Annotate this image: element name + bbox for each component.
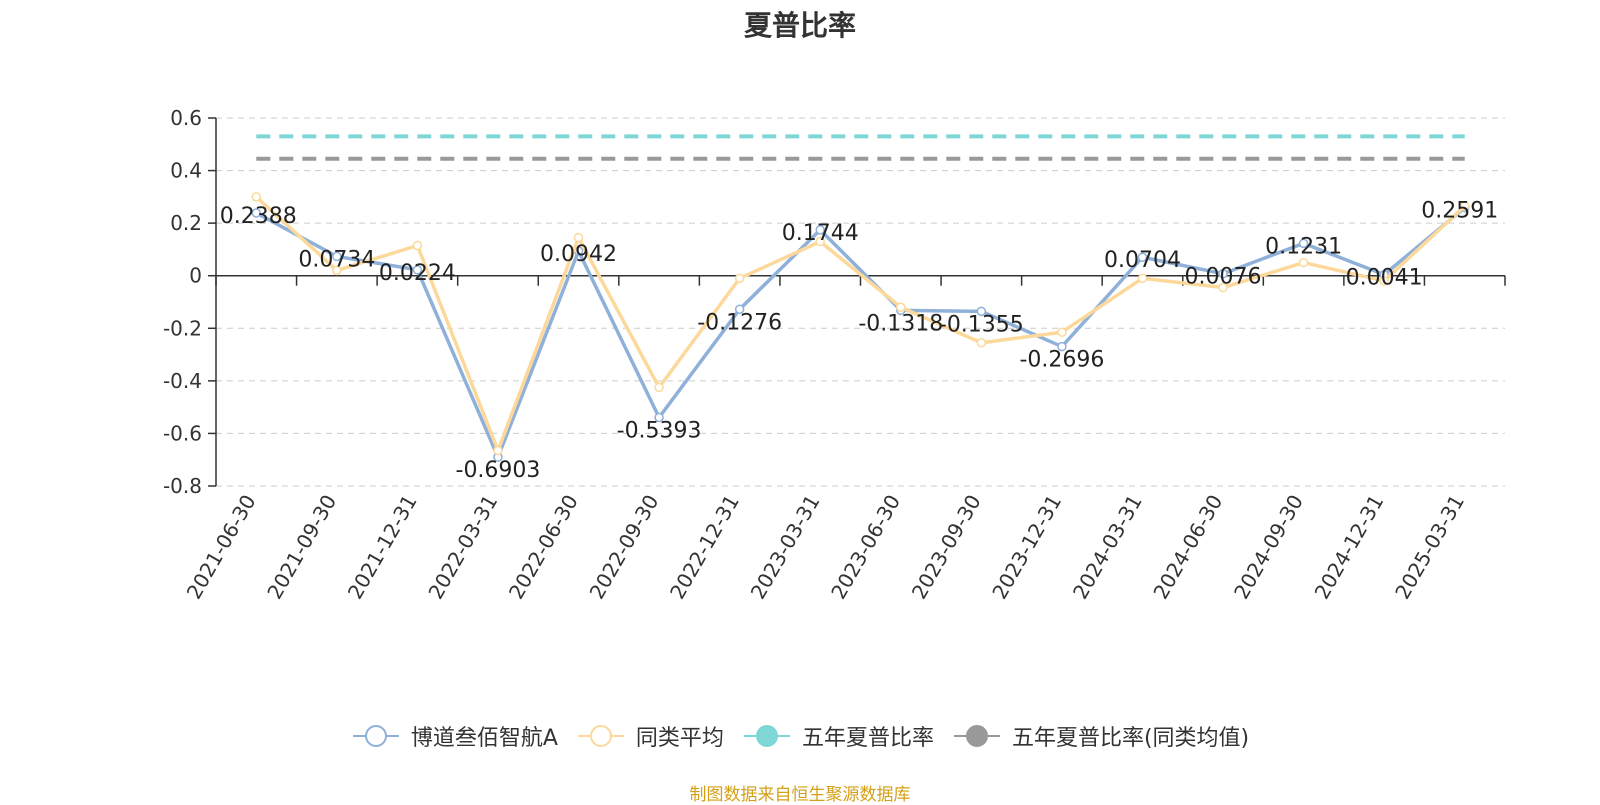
y-tick-label: -0.4 — [163, 369, 202, 393]
x-tick-label: 2024-03-31 — [1068, 491, 1147, 604]
x-tick-label: 2024-06-30 — [1148, 491, 1227, 604]
peer-average-series-point — [1137, 273, 1148, 284]
legend-item-five-year-sharpe-peer[interactable]: 五年夏普比率(同类均值) — [952, 720, 1249, 752]
peer-average-series-point — [734, 273, 745, 284]
data-label: 0.0942 — [540, 242, 617, 267]
x-tick-label: 2023-03-31 — [746, 491, 825, 604]
y-tick-label: -0.8 — [163, 474, 202, 498]
peer-average-series-point — [976, 337, 987, 348]
fund-series-point — [1298, 238, 1309, 249]
y-tick-label: -0.6 — [163, 421, 202, 445]
x-tick-label: 2024-12-31 — [1310, 491, 1389, 604]
legend-item-fund[interactable]: 博道叁佰智航A — [351, 720, 558, 752]
data-label: -0.5393 — [617, 418, 702, 443]
fund-series-point — [412, 265, 423, 275]
data-label: 0.0076 — [1185, 265, 1262, 290]
source-footnote: 制图数据来自恒生聚源数据库 — [689, 785, 911, 805]
x-tick-label: 2022-09-30 — [585, 491, 664, 604]
peer-average-series-point — [896, 302, 906, 313]
peer-average-series-point — [1218, 282, 1228, 293]
hollow-circle-line-icon — [352, 725, 399, 747]
hollow-circle-line-icon — [577, 725, 624, 747]
legend: 博道叁佰智航A 同类平均 五年夏普比率 五年夏普比率(同类均值) — [0, 720, 1600, 752]
x-tick-label: 2024-09-30 — [1229, 491, 1308, 604]
data-label: 0.0041 — [1346, 266, 1423, 291]
y-tick-label: -0.2 — [163, 316, 202, 340]
fund-series-point — [976, 306, 987, 317]
y-tick-label: 0.6 — [170, 106, 202, 130]
y-tick-label: 0 — [189, 264, 202, 288]
x-tick-label: 2021-09-30 — [262, 491, 341, 604]
peer-average-series-point — [1298, 257, 1309, 268]
data-label: -0.1318 — [858, 311, 943, 336]
x-tick-label: 2023-12-31 — [987, 491, 1066, 604]
filled-circle-line-icon — [953, 725, 1000, 747]
fund-series-point — [1057, 341, 1067, 352]
legend-item-peer-average[interactable]: 同类平均 — [576, 720, 724, 752]
x-tick-label: 2022-06-30 — [504, 491, 583, 604]
data-label: 0.1744 — [782, 221, 859, 246]
data-label: -0.1355 — [939, 312, 1024, 337]
filled-circle-line-icon — [743, 725, 790, 747]
x-tick-label: 2023-09-30 — [907, 491, 986, 604]
peer-average-series-point — [815, 236, 825, 247]
x-tick-label: 2025-03-31 — [1390, 491, 1469, 604]
chart-title: 夏普比率 — [743, 9, 856, 42]
legend-label: 博道叁佰智航A — [410, 726, 558, 751]
fund-series-point — [1218, 268, 1228, 279]
data-label: 0.2388 — [220, 204, 297, 229]
peer-average-series-point — [1379, 276, 1389, 286]
data-label: -0.1276 — [697, 310, 782, 335]
data-label: 0.0704 — [1104, 248, 1181, 273]
fund-series-point — [815, 225, 825, 235]
x-tick-label: 2022-03-31 — [423, 491, 502, 604]
peer-average-series-line — [255, 195, 1466, 453]
data-label: 0.1231 — [1265, 234, 1342, 259]
peer-average-series-point — [412, 240, 423, 251]
y-tick-label: 0.2 — [170, 211, 202, 235]
peer-average-series-point — [493, 445, 503, 456]
x-tick-label: 2021-06-30 — [182, 491, 261, 604]
data-label: 0.0734 — [298, 247, 375, 272]
peer-average-series-point — [251, 192, 262, 202]
fund-series-point — [251, 208, 262, 218]
data-label: 0.2591 — [1421, 199, 1498, 224]
peer-average-series-point — [332, 265, 342, 276]
data-label: 0.0224 — [379, 261, 456, 286]
legend-label: 同类平均 — [635, 726, 724, 751]
fund-series-point — [734, 304, 745, 315]
fund-series-point — [1137, 252, 1148, 262]
fund-series-line — [255, 206, 1466, 459]
legend-label: 五年夏普比率(同类均值) — [1011, 726, 1250, 751]
peer-average-series-point — [654, 382, 664, 393]
legend-label: 五年夏普比率 — [801, 726, 934, 751]
x-tick-label: 2021-12-31 — [343, 491, 422, 604]
x-tick-label: 2022-12-31 — [665, 491, 744, 604]
peer-average-series-point — [1057, 327, 1067, 337]
peer-average-series-point — [1459, 201, 1470, 211]
x-tick-label: 2023-06-30 — [826, 491, 905, 604]
y-tick-label: 0.4 — [170, 159, 202, 183]
fund-series-point — [654, 412, 664, 423]
legend-item-five-year-sharpe[interactable]: 五年夏普比率 — [742, 720, 934, 752]
data-label: -0.2696 — [1019, 348, 1104, 373]
data-label: -0.6903 — [456, 458, 541, 483]
peer-average-series-point — [573, 232, 584, 243]
fund-series-point — [332, 251, 342, 262]
